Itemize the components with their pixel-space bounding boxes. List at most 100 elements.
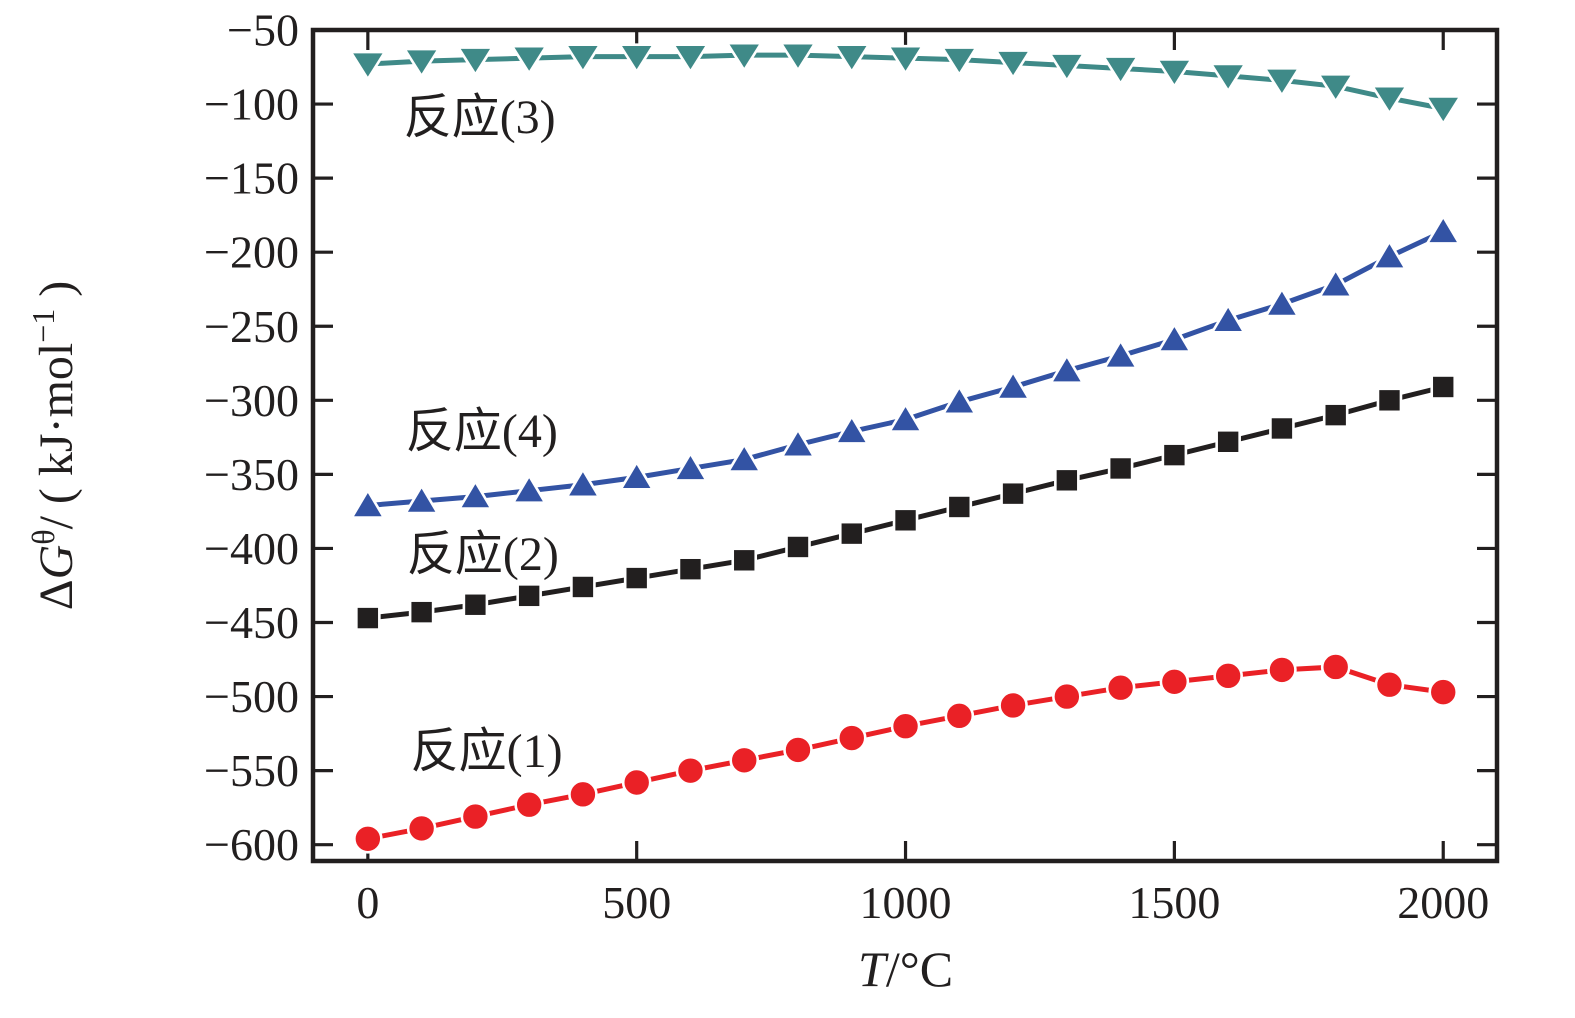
- data-point-marker-circle: [353, 823, 383, 854]
- y-tick-label: −50: [227, 5, 299, 56]
- data-point-marker-triangle-down: [1262, 67, 1302, 98]
- data-point-marker-triangle-down: [993, 49, 1033, 81]
- y-tick-label: −300: [204, 375, 299, 426]
- data-point-marker-square: [1054, 467, 1080, 494]
- data-point-marker-square: [623, 565, 650, 591]
- series-反应(2): [355, 374, 1457, 631]
- data-point-marker-square: [838, 520, 865, 547]
- data-point-marker-square: [570, 574, 596, 600]
- data-point-marker-square: [1161, 442, 1188, 468]
- y-tick-label: −100: [204, 79, 299, 130]
- y-tick-label: −400: [204, 523, 299, 574]
- data-point-marker-circle: [621, 767, 652, 798]
- data-point-marker-triangle-up: [1317, 267, 1354, 299]
- y-tick-labels: −50 −100 −150 −200 −250 −300 −350 −400 −450 −500 −…: [204, 5, 299, 871]
- x-axis-label: T/°C: [858, 941, 953, 997]
- data-point-marker-triangle-up: [510, 473, 548, 504]
- data-point-marker-square: [1107, 455, 1134, 482]
- data-point-marker-triangle-down: [832, 43, 872, 75]
- data-point-marker-triangle-up: [457, 479, 494, 510]
- data-point-marker-triangle-down: [456, 46, 495, 78]
- data-point-marker-triangle-up: [1263, 286, 1301, 318]
- series-反应(4): [349, 213, 1462, 519]
- data-point-marker-triangle-up: [1156, 322, 1193, 353]
- data-point-marker-triangle-up: [725, 442, 763, 473]
- data-point-marker-square: [1376, 387, 1403, 414]
- data-point-marker-triangle-up: [833, 413, 871, 445]
- data-point-marker-circle: [783, 735, 813, 765]
- x-tick-labels: 0 500 1000 1500 2000: [356, 877, 1489, 928]
- data-point-marker-triangle-down: [1370, 84, 1409, 116]
- data-point-marker-triangle-down: [1316, 72, 1356, 104]
- x-tick-label: 0: [356, 877, 379, 928]
- series-反应(1): [353, 652, 1459, 854]
- data-point-marker-triangle-up: [994, 369, 1032, 401]
- y-tick-label: −450: [204, 597, 299, 648]
- data-point-marker-circle: [1320, 652, 1351, 682]
- data-point-marker-triangle-up: [1048, 353, 1086, 384]
- data-point-marker-square: [1322, 402, 1349, 428]
- data-point-marker-triangle-down: [1047, 52, 1087, 83]
- data-point-marker-triangle-down: [1208, 62, 1248, 94]
- data-point-marker-circle: [460, 801, 491, 832]
- data-point-marker-circle: [1374, 669, 1405, 700]
- data-point-marker-circle: [1052, 681, 1082, 712]
- data-point-marker-square: [355, 605, 381, 631]
- data-point-marker-circle: [1213, 661, 1243, 691]
- data-point-marker-square: [785, 534, 811, 560]
- data-point-marker-triangle-up: [564, 467, 602, 499]
- data-point-marker-circle: [675, 755, 706, 786]
- data-point-marker-circle: [1159, 666, 1190, 697]
- data-point-marker-circle: [836, 723, 867, 753]
- y-tick-label: −350: [204, 449, 299, 500]
- data-point-marker-circle: [998, 690, 1028, 721]
- data-point-marker-triangle-down: [563, 43, 603, 75]
- data-point-marker-triangle-down: [1423, 95, 1463, 126]
- data-point-marker-triangle-up: [403, 483, 440, 515]
- data-point-marker-triangle-up: [941, 384, 978, 416]
- data-point-marker-square: [892, 507, 919, 534]
- data-point-marker-square: [731, 547, 758, 574]
- data-point-marker-triangle-up: [779, 427, 817, 459]
- data-point-marker-square: [1430, 374, 1457, 400]
- data-point-marker-triangle-up: [1371, 239, 1408, 270]
- series-label-annotation: 反应(2): [407, 528, 559, 581]
- series-label-annotation: 反应(1): [411, 725, 563, 778]
- y-tick-label: −200: [204, 227, 299, 278]
- data-point-marker-circle: [1428, 677, 1459, 707]
- data-point-marker-square: [677, 556, 704, 582]
- data-point-marker-triangle-up: [672, 450, 709, 482]
- data-point-marker-triangle-down: [402, 47, 441, 79]
- series-label-annotation: 反应(3): [404, 91, 556, 144]
- data-point-marker-triangle-down: [1101, 55, 1140, 86]
- data-point-marker-triangle-up: [618, 459, 655, 491]
- y-tick-label: −500: [204, 671, 299, 722]
- data-point-marker-circle: [1267, 655, 1297, 685]
- data-point-marker-triangle-up: [887, 402, 924, 433]
- series-反应(3): [348, 41, 1463, 126]
- series-line: [367, 229, 1445, 508]
- data-point-marker-triangle-down: [886, 44, 925, 76]
- data-point-marker-triangle-up: [1102, 338, 1139, 370]
- y-axis-label: ΔGθ/ ( kJ·mol−1 ): [25, 281, 83, 611]
- series-label-annotation: 反应(4): [406, 405, 558, 458]
- data-point-marker-triangle-down: [671, 43, 710, 75]
- data-point-marker-triangle-up: [1209, 302, 1247, 334]
- y-tick-label: −150: [204, 153, 299, 204]
- data-point-marker-triangle-down: [348, 50, 388, 82]
- data-point-marker-square: [516, 583, 542, 609]
- x-tick-label: 500: [602, 877, 671, 928]
- data-point-marker-triangle-down: [1155, 58, 1194, 89]
- data-point-marker-circle: [729, 745, 760, 776]
- data-point-marker-square: [462, 591, 489, 618]
- y-tick-label: −600: [204, 819, 299, 870]
- data-point-marker-triangle-down: [778, 41, 818, 73]
- data-point-marker-triangle-down: [617, 43, 657, 75]
- data-point-marker-circle: [1105, 672, 1136, 703]
- data-point-marker-triangle-down: [509, 44, 549, 76]
- data-point-marker-triangle-up: [1424, 213, 1462, 245]
- x-tick-label: 1000: [860, 877, 952, 928]
- data-point-marker-square: [1215, 428, 1241, 455]
- data-point-marker-square: [946, 494, 973, 520]
